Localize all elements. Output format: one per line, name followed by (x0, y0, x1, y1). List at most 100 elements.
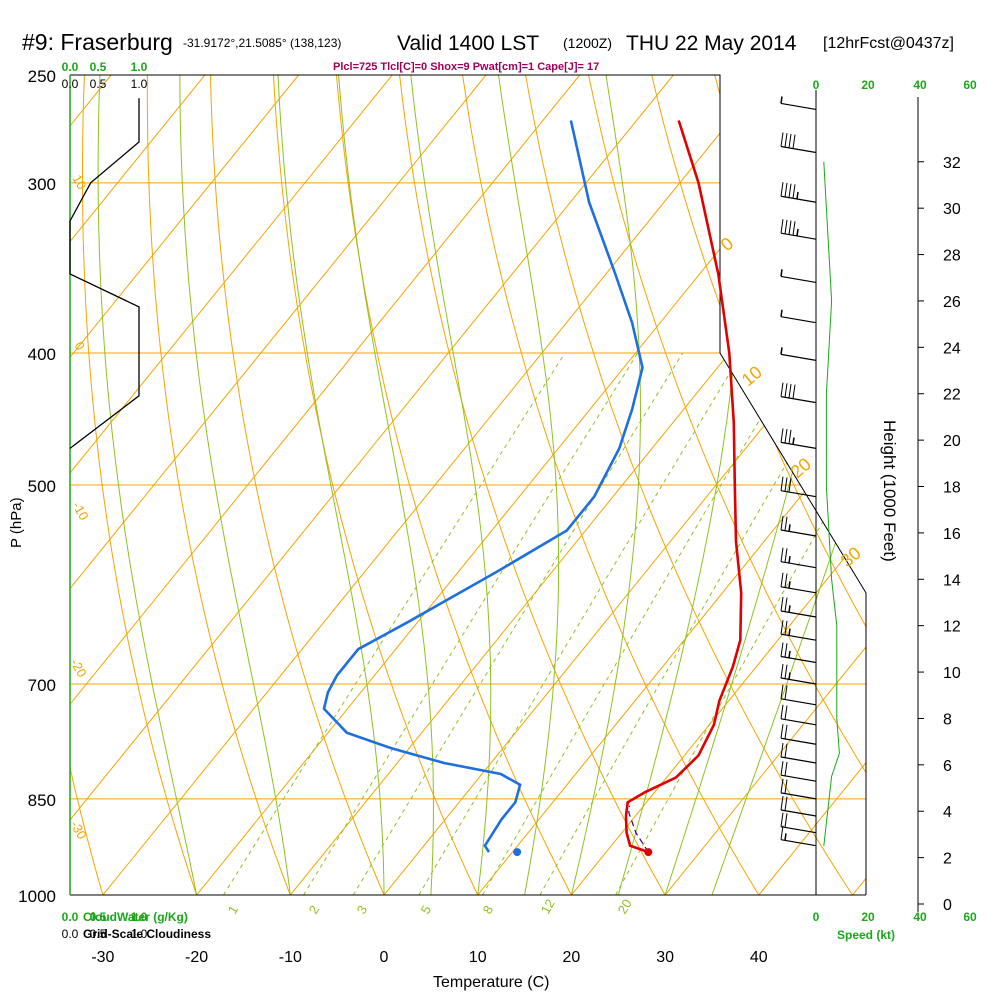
y-axis-title: P (hPa) (8, 497, 25, 548)
mixing-ratio-line (615, 352, 866, 895)
dry-adiabat (146, 75, 291, 895)
wind-barb-half (788, 672, 791, 680)
wind-barb-flag (792, 221, 796, 236)
cloud-axis-tick-top-black: 1.0 (131, 77, 148, 91)
moist-adiabat (410, 75, 492, 895)
forecast-date: THU 22 May 2014 (626, 32, 797, 55)
isotherm-line (70, 75, 299, 895)
cloud-axis-tick-top-black: 0.5 (90, 77, 107, 91)
wind-speed-line (823, 161, 840, 847)
cloud-axis-tick-top-green: 0.5 (90, 60, 107, 74)
wind-barb-staff (780, 353, 817, 361)
wind-barb-flag (784, 705, 788, 720)
wind-barb-flag (780, 704, 784, 719)
station-title: #9: Fraserburg (22, 29, 173, 55)
wind-barb-flag (784, 761, 788, 776)
wind-barb-flag (780, 596, 784, 612)
temperature-curve (624, 120, 743, 854)
wind-barbs (780, 96, 817, 847)
wind-barb-flag (784, 516, 788, 531)
speed-tick-bottom: 0 (813, 910, 820, 924)
dry-adiabat (525, 75, 853, 895)
wind-barb-half (796, 228, 799, 237)
wind-barb-flag (780, 132, 784, 147)
height-tick-label: 4 (943, 804, 952, 821)
cloud-axis-tick-bottom-green: 1.0 (131, 910, 148, 924)
wind-barb-flag (780, 219, 784, 234)
isotherm-line (70, 75, 487, 895)
height-tick-label: 8 (943, 711, 952, 728)
wind-barb-staff (780, 839, 817, 847)
wind-barb-staff (780, 232, 817, 240)
wind-barb-half (788, 650, 791, 659)
wind-barb (780, 663, 817, 685)
wind-barb (780, 96, 817, 111)
wind-barb-flag (784, 548, 788, 563)
pressure-tick-label: 300 (28, 175, 56, 194)
wind-barb-half (780, 309, 783, 317)
wind-barb-flag (784, 597, 788, 612)
cloud-axis-tick-top-green: 0.0 (62, 60, 79, 74)
wind-barb-flag (788, 220, 792, 235)
height-tick-label: 24 (943, 340, 961, 357)
wind-barb-half (788, 581, 791, 589)
wind-barb-flag (780, 428, 784, 443)
wind-barb (780, 428, 817, 449)
wind-barb-flag (784, 685, 788, 700)
mixing-ratio-line (482, 352, 800, 895)
wind-barb-flag (792, 184, 796, 199)
wind-barb (780, 742, 817, 764)
height-tick-label: 2 (943, 851, 952, 868)
cloud-axis-tick-bottom-green: 0.0 (62, 910, 79, 924)
wind-barb-flag (784, 813, 788, 828)
height-tick-label: 12 (943, 619, 961, 636)
wind-barb-flag (780, 742, 784, 758)
wind-barb-flag (780, 182, 784, 197)
isotherm-line (70, 75, 393, 895)
moist-adiabat (570, 75, 641, 895)
wind-barb-staff (780, 396, 817, 404)
side-panels (69, 98, 840, 847)
wind-barb-flag (784, 724, 788, 740)
pressure-tick-label: 250 (28, 67, 56, 86)
wind-barb-staff (780, 195, 817, 203)
dry-adiabat-label: 0 (71, 339, 88, 353)
wind-barb-flag (788, 383, 792, 399)
stability-indices: Plcl=725 Tlcl[C]=0 Shox=9 Pwat[cm]=1 Cap… (333, 61, 599, 73)
isotherm-line (852, 75, 866, 895)
wind-barb-flag (784, 743, 788, 758)
wind-barb-half (780, 96, 783, 104)
wind-barb-staff (780, 102, 817, 111)
valid-time: Valid 1400 LST (397, 32, 539, 55)
cloud-axis-tick-bottom-black: 0.5 (90, 927, 107, 941)
temperature-tick-label: 10 (469, 949, 487, 966)
temperature-tick-label: -10 (279, 949, 302, 966)
mixing-ratio-label: 1 (225, 903, 242, 917)
dry-adiabat (273, 75, 479, 895)
dewpoint-curve (322, 120, 644, 853)
plot-frame (70, 74, 867, 895)
mixing-ratio-label: 20 (615, 896, 635, 916)
wind-barb-flag (780, 684, 784, 699)
wind-barb-staff (780, 677, 817, 685)
wind-barb-flag (780, 572, 784, 587)
pressure-tick-label: 700 (28, 676, 56, 695)
height-tick-label: 32 (943, 155, 961, 172)
mixing-ratio-label: 12 (538, 896, 558, 916)
wind-barb-flag (784, 477, 788, 492)
pressure-tick-label: 500 (28, 477, 56, 496)
dry-adiabat-label-right: 30 (837, 543, 865, 571)
wind-barb-staff (780, 529, 817, 537)
height-tick-label: 6 (943, 758, 952, 775)
height-axis-title: Height (1000 Feet) (880, 420, 899, 562)
wind-barb-flag (784, 643, 788, 658)
wind-barb (780, 382, 817, 404)
clipped-grid (70, 75, 866, 895)
wind-barb (780, 795, 817, 817)
isotherm-line (70, 75, 206, 895)
dry-adiabat-label: -10 (69, 499, 91, 523)
speed-tick-bottom: 40 (913, 910, 927, 924)
wind-barb (780, 620, 817, 641)
isotherm-line (70, 75, 581, 895)
